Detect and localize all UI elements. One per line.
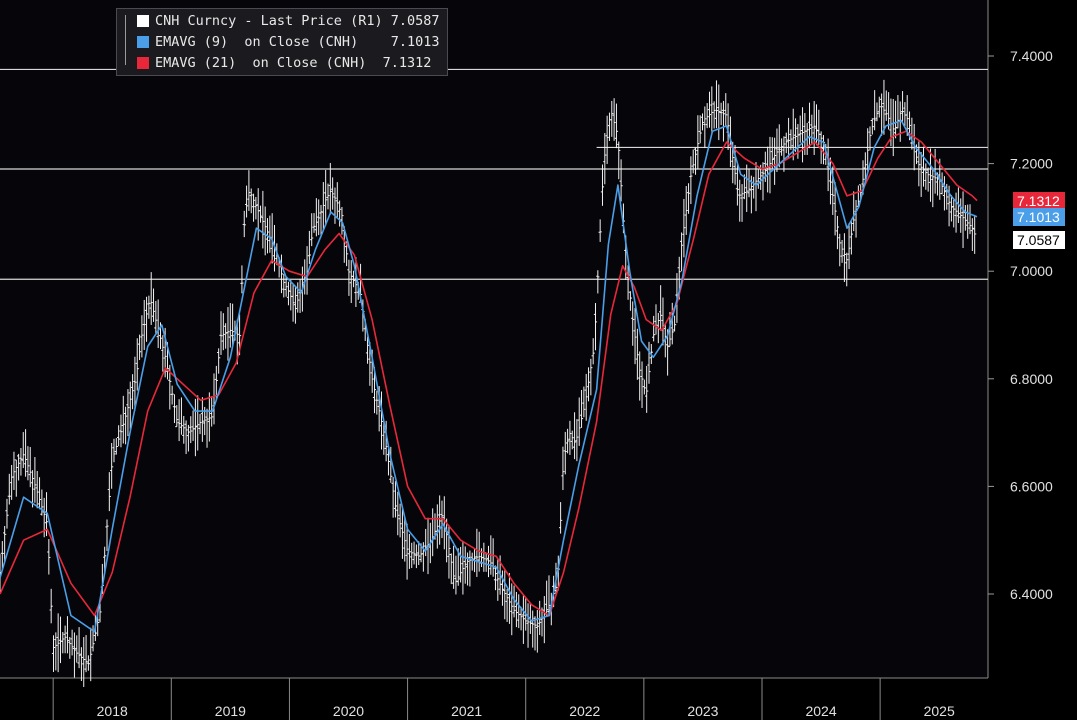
y-tick-label: 6.8000 [1010, 371, 1053, 387]
ema21-line [0, 130, 978, 617]
x-tick-label: 2018 [97, 703, 128, 719]
legend-label-ema9: EMAVG (9) on Close (CNH) [155, 34, 359, 50]
legend-swatch-ema9 [137, 36, 149, 48]
legend-label-ema21: EMAVG (21) on Close (CNH) [155, 55, 367, 71]
ema9-line [0, 119, 978, 633]
axis-background [988, 0, 1077, 720]
legend-tree-line [125, 15, 132, 65]
x-tick-label: 2019 [215, 703, 246, 719]
x-tick-label: 2025 [924, 703, 955, 719]
last-value-tag-price: 7.0587 [1013, 230, 1065, 249]
legend-value-price: 7.0587 [390, 13, 440, 29]
y-tick-label: 6.6000 [1010, 478, 1053, 494]
legend-item-ema21: EMAVG (21) on Close (CNH) 7.1312 [137, 54, 431, 72]
last-value-tag-ema21: 7.1312 [1013, 191, 1065, 210]
xaxis-background [0, 678, 988, 720]
last-value-tag-ema9: 7.1013 [1013, 207, 1065, 226]
legend-value-ema21: 7.1312 [382, 55, 432, 71]
legend-item-price: CNH Curncy - Last Price (R1) 7.0587 [137, 12, 440, 30]
y-axis-ticks: 6.4000 6.6000 6.8000 7.0000 7.2000 7.4000 [988, 48, 1053, 602]
x-tick-label: 2021 [451, 703, 482, 719]
y-tick-label: 7.2000 [1010, 156, 1053, 172]
x-tick-label: 2020 [333, 703, 364, 719]
y-tick-label: 7.0000 [1010, 263, 1053, 279]
legend-label-price: CNH Curncy - Last Price (R1) [155, 13, 383, 29]
x-tick-label: 2024 [805, 703, 836, 719]
legend-swatch-price [137, 15, 149, 27]
x-axis-ticks: 2018 2019 2020 2021 2022 2023 2024 2025 [52, 678, 955, 720]
legend: CNH Curncy - Last Price (R1) 7.0587 EMAV… [116, 8, 448, 76]
ema-series [0, 119, 978, 633]
plot-background [0, 0, 988, 678]
x-tick-label: 2023 [687, 703, 718, 719]
x-tick-label: 2022 [569, 703, 600, 719]
y-tick-label: 7.4000 [1010, 48, 1053, 64]
legend-item-ema9: EMAVG (9) on Close (CNH) 7.1013 [137, 33, 440, 51]
legend-swatch-ema21 [137, 57, 149, 69]
legend-value-ema9: 7.1013 [390, 34, 440, 50]
y-tick-label: 6.4000 [1010, 586, 1053, 602]
